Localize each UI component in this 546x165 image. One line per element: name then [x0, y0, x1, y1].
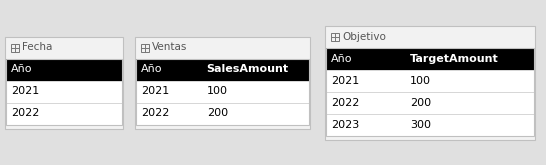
Text: Objetivo: Objetivo	[342, 32, 386, 42]
Bar	[11, 44, 19, 51]
Text: 100: 100	[207, 86, 228, 97]
Text: Fecha: Fecha	[22, 43, 52, 52]
Bar	[136, 59, 309, 81]
Bar	[326, 69, 534, 92]
Text: Año: Año	[11, 65, 33, 75]
Text: 2021: 2021	[331, 76, 359, 85]
Text: Ventas: Ventas	[152, 43, 187, 52]
Text: 100: 100	[410, 76, 431, 85]
Bar	[325, 26, 535, 139]
Text: 2023: 2023	[331, 119, 359, 130]
Text: 300: 300	[410, 119, 431, 130]
Bar	[141, 44, 149, 51]
Text: 2022: 2022	[331, 98, 359, 108]
Text: Año: Año	[141, 65, 163, 75]
Bar	[136, 81, 309, 102]
Bar	[326, 92, 534, 114]
Text: 2021: 2021	[141, 86, 169, 97]
Text: 2022: 2022	[141, 109, 169, 118]
Bar	[6, 59, 122, 125]
Text: 200: 200	[410, 98, 431, 108]
Text: SalesAmount: SalesAmount	[207, 65, 289, 75]
Bar	[6, 102, 122, 125]
Text: 200: 200	[207, 109, 228, 118]
Text: TargetAmount: TargetAmount	[410, 53, 499, 64]
Bar	[5, 36, 123, 129]
Bar	[136, 59, 309, 125]
Bar	[331, 33, 339, 40]
Text: 2021: 2021	[11, 86, 39, 97]
Text: Año: Año	[331, 53, 353, 64]
Bar	[136, 102, 309, 125]
Bar	[326, 48, 534, 135]
Bar	[326, 114, 534, 135]
Text: 2022: 2022	[11, 109, 39, 118]
Bar	[326, 48, 534, 69]
Bar	[135, 36, 310, 129]
Bar	[6, 81, 122, 102]
Bar	[6, 59, 122, 81]
